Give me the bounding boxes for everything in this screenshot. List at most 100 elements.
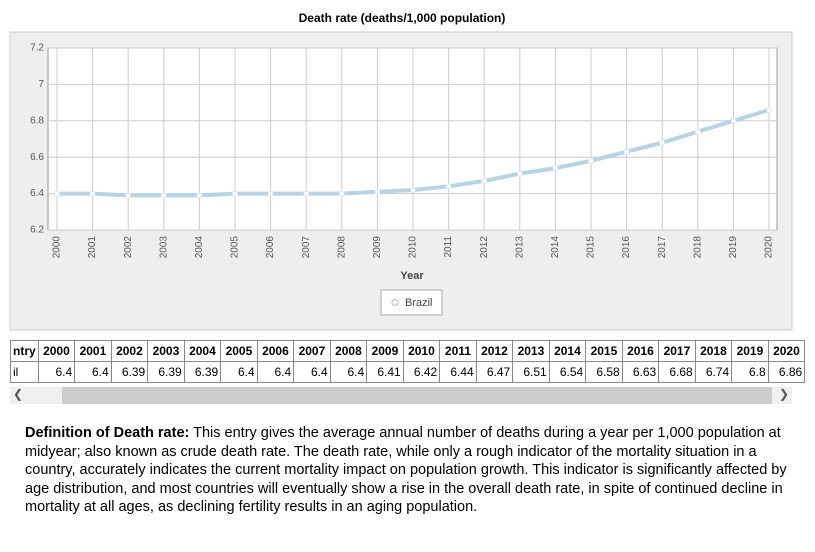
table-cell: 2001: [74, 340, 112, 362]
table-cell: 2005: [220, 340, 258, 362]
table-cell: 6.39: [183, 361, 222, 383]
x-tick-label: 2009: [372, 236, 383, 259]
table-cell: 6.42: [402, 361, 441, 383]
definition: Definition of Death rate: This entry giv…: [25, 424, 790, 517]
x-tick-label: 2002: [123, 236, 134, 259]
table-cell: 2003: [147, 340, 185, 362]
table-cell: 2013: [512, 340, 550, 362]
y-tick-label: 6.4: [30, 188, 44, 199]
x-tick-label: 2007: [301, 236, 312, 259]
point: [481, 177, 488, 184]
table-cell: 6.54: [548, 361, 587, 383]
x-tick-label: 2004: [194, 236, 205, 259]
table-cell: 2002: [110, 340, 149, 362]
table-cell: 6.4: [256, 361, 295, 383]
x-tick-label: 2015: [586, 236, 597, 259]
legend-label: Brazil: [405, 297, 433, 309]
table-cell: 2011: [439, 340, 477, 362]
data-table: ntry 2000 2001 2002 2003 2004 2005 2006 2007 2008…: [10, 340, 806, 383]
table-cell: 6.4: [37, 361, 76, 383]
x-tick-label: 2013: [514, 236, 525, 259]
table-cell: 2007: [293, 340, 331, 362]
point: [730, 117, 737, 124]
table-cell: 6.63: [621, 361, 660, 383]
point: [766, 106, 772, 113]
point: [232, 190, 238, 197]
table-cell: 6.41: [366, 361, 404, 383]
x-tick-label: 2012: [479, 236, 490, 259]
x-axis-label: Year: [400, 270, 424, 282]
table-cell: 2018: [694, 340, 733, 362]
x-tick-label: 2006: [265, 236, 276, 259]
x-tick-label: 2005: [230, 236, 241, 259]
x-tick-label: 2003: [158, 236, 169, 259]
scrollbar[interactable]: ❮ ❯: [10, 387, 792, 404]
x-tick-label: 2001: [87, 236, 98, 259]
table-cell: 2000: [37, 340, 76, 362]
x-tick-label: 2008: [336, 236, 347, 259]
point: [659, 139, 666, 146]
point: [160, 192, 167, 199]
table-cell: 2016: [621, 340, 660, 362]
table-cell: 6.58: [585, 361, 623, 383]
table-cell: 2009: [366, 340, 404, 362]
point: [588, 157, 594, 164]
table-cell: 6.86: [767, 361, 806, 383]
table-cell: 6.39: [147, 361, 185, 383]
x-tick-label: 2010: [408, 236, 419, 259]
legend-marker: [391, 299, 399, 306]
chart-title: Death rate (deaths/1,000 population): [299, 11, 506, 25]
point: [374, 188, 381, 195]
legend: [380, 289, 443, 316]
y-tick-label: 6.6: [30, 152, 44, 163]
table-cell: 6.51: [512, 361, 550, 383]
table-header: ntry 2000 2001 2002 2003 2004 2005 2006 2007 2008…: [10, 340, 806, 362]
table-cell: 6.44: [439, 361, 477, 383]
x-tick-label: 2014: [550, 236, 561, 259]
table-cell: 6.8: [731, 361, 769, 383]
chart: Death rate (deaths/1,000 population) Yea…: [9, 11, 793, 331]
y-tick-label: 7: [38, 79, 44, 90]
table-cell: 2017: [658, 340, 696, 362]
y-tick-label: 7.2: [30, 43, 44, 54]
point: [89, 190, 96, 197]
x-tick-label: 2020: [764, 236, 775, 259]
definition-term: Definition of Death rate:: [25, 425, 190, 441]
point: [516, 170, 523, 177]
point: [694, 128, 701, 135]
point: [338, 190, 345, 197]
x-tick-label: 2017: [657, 236, 668, 259]
table-cell: 6.4: [74, 361, 112, 383]
table-cell: 6.4: [329, 361, 368, 383]
table-cell: 6.68: [658, 361, 696, 383]
x-tick-label: 2011: [443, 236, 454, 258]
point: [125, 192, 132, 199]
table-cell: 2006: [256, 340, 295, 362]
point: [445, 183, 452, 190]
row-label: il: [10, 361, 39, 383]
x-tick-label: 2016: [621, 236, 632, 259]
scroll-thumb[interactable]: [62, 387, 772, 404]
x-tick-label: 2000: [52, 236, 63, 259]
scroll-left[interactable]: ❮: [13, 387, 24, 401]
table-cell: 2010: [402, 340, 441, 362]
row-label: ntry: [10, 340, 39, 362]
table-cell: 2014: [548, 340, 587, 362]
table-cell: 2015: [585, 340, 623, 362]
table-cell: 6.4: [293, 361, 331, 383]
table-cell: 2019: [731, 340, 769, 362]
table-cell: 6.47: [475, 361, 514, 383]
table-cell: 2004: [183, 340, 222, 362]
point: [552, 165, 559, 172]
table-cell: 6.4: [220, 361, 258, 383]
table-cell: 6.74: [694, 361, 733, 383]
x-tick-label: 2018: [692, 236, 703, 259]
table-row: il 6.4 6.4 6.39 6.39 6.39 6.4 6.4 6.4 6.4 6.41 6.42…: [10, 361, 806, 383]
definition-text: This entry gives the average annual numb…: [25, 425, 787, 515]
x-tick-label: 2019: [728, 236, 739, 259]
point: [267, 190, 274, 197]
point: [410, 186, 416, 193]
table-cell: 2012: [475, 340, 514, 362]
scroll-right[interactable]: ❯: [778, 387, 789, 401]
